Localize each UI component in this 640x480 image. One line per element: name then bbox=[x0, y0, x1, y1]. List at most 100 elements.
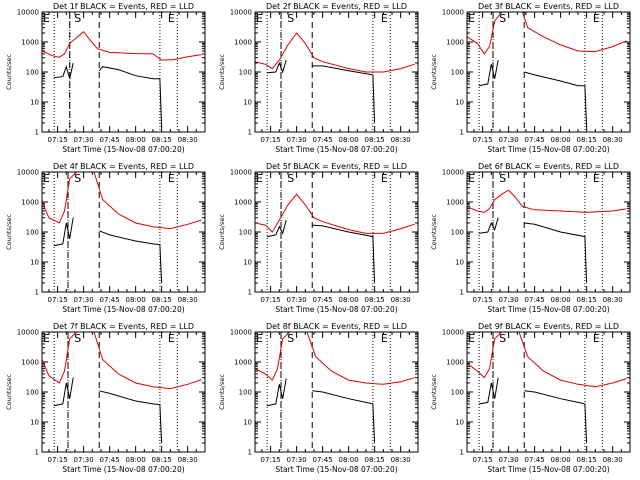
y-tick-label: 1 bbox=[35, 289, 39, 297]
time-marker-label: E bbox=[593, 12, 600, 25]
x-tick-label: 07:45 bbox=[313, 296, 333, 304]
x-tick-label: 07:45 bbox=[313, 456, 333, 464]
y-tick-label: 1 bbox=[460, 129, 464, 137]
lld-series-line bbox=[42, 30, 202, 61]
x-tick-label: 08:30 bbox=[178, 296, 198, 304]
x-tick-label: 08:00 bbox=[339, 136, 359, 144]
lld-series-line bbox=[255, 332, 415, 385]
x-tick-label: 07:45 bbox=[100, 456, 120, 464]
x-tick-label: 07:15 bbox=[261, 456, 281, 464]
y-axis-label: Counts/sec bbox=[5, 374, 13, 410]
panel-title: Det 3f BLACK = Events, RED = LLD bbox=[478, 2, 619, 11]
panel-8: Det 8f BLACK = Events, RED = LLD Counts/s… bbox=[218, 322, 419, 474]
plot-frame bbox=[466, 11, 631, 133]
lld-series-line bbox=[255, 32, 415, 73]
x-tick-label: 07:45 bbox=[525, 136, 545, 144]
y-tick-label: 10 bbox=[243, 259, 252, 267]
y-tick-label: 100 bbox=[239, 229, 252, 237]
y-axis-label: Counts/sec bbox=[5, 54, 13, 90]
y-tick-label: 1 bbox=[248, 129, 252, 137]
x-tick-label: 07:45 bbox=[313, 136, 333, 144]
plot-frame bbox=[41, 171, 206, 293]
x-tick-label: 08:30 bbox=[603, 136, 623, 144]
lld-series-line bbox=[42, 332, 202, 390]
x-tick-label: 08:30 bbox=[391, 136, 411, 144]
x-tick-label: 07:30 bbox=[287, 296, 307, 304]
y-axis-label: Counts/sec bbox=[430, 54, 438, 90]
time-marker-label: S bbox=[499, 172, 506, 185]
x-tick-label: 08:30 bbox=[603, 296, 623, 304]
x-axis-label: Start Time (15-Nov-08 07:00:20) bbox=[62, 305, 184, 314]
y-tick-label: 10 bbox=[455, 259, 464, 267]
y-tick-label: 10000 bbox=[17, 169, 39, 177]
x-tick-label: 07:45 bbox=[100, 296, 120, 304]
y-tick-label: 1000 bbox=[446, 359, 464, 367]
y-tick-label: 100 bbox=[451, 229, 464, 237]
x-tick-label: 07:45 bbox=[100, 136, 120, 144]
y-tick-label: 10000 bbox=[230, 9, 252, 17]
time-marker-label: E bbox=[381, 12, 388, 25]
panel-6: Det 6f BLACK = Events, RED = LLD Counts/s… bbox=[430, 162, 631, 314]
x-tick-label: 08:15 bbox=[577, 456, 597, 464]
y-tick-label: 10000 bbox=[230, 169, 252, 177]
time-marker-label: E bbox=[593, 332, 600, 345]
events-series-line bbox=[478, 60, 588, 127]
x-tick-label: 08:15 bbox=[152, 136, 172, 144]
y-axis-label: Counts/sec bbox=[5, 214, 13, 250]
time-marker-label: E bbox=[256, 172, 263, 185]
x-tick-label: 07:15 bbox=[473, 136, 493, 144]
time-marker-label: S bbox=[499, 12, 506, 25]
plot-frame bbox=[466, 331, 631, 453]
y-tick-label: 1 bbox=[460, 289, 464, 297]
y-tick-label: 1 bbox=[35, 449, 39, 457]
y-tick-label: 10000 bbox=[17, 329, 39, 337]
time-marker-label: E bbox=[43, 332, 50, 345]
time-marker-label: S bbox=[74, 12, 81, 25]
lld-series-line bbox=[467, 12, 627, 55]
panel-7: Det 7f BLACK = Events, RED = LLD Counts/s… bbox=[5, 322, 206, 474]
events-series-line bbox=[266, 378, 376, 444]
y-tick-label: 10000 bbox=[442, 329, 464, 337]
x-tick-label: 07:15 bbox=[48, 296, 68, 304]
x-tick-label: 08:30 bbox=[603, 456, 623, 464]
time-marker-label: S bbox=[287, 12, 294, 25]
plot-frame bbox=[41, 11, 206, 133]
x-tick-label: 08:00 bbox=[126, 296, 146, 304]
y-tick-label: 1 bbox=[248, 289, 252, 297]
time-marker-label: E bbox=[168, 172, 175, 185]
y-tick-label: 10 bbox=[243, 419, 252, 427]
y-tick-label: 10 bbox=[30, 99, 39, 107]
y-tick-label: 10000 bbox=[442, 9, 464, 17]
x-tick-label: 07:15 bbox=[261, 296, 281, 304]
y-tick-label: 100 bbox=[26, 389, 39, 397]
y-tick-label: 1 bbox=[35, 129, 39, 137]
x-tick-label: 07:30 bbox=[499, 296, 519, 304]
events-series-line bbox=[53, 377, 163, 444]
y-tick-label: 10 bbox=[30, 259, 39, 267]
panel-title: Det 4f BLACK = Events, RED = LLD bbox=[53, 162, 194, 171]
time-marker-label: E bbox=[381, 172, 388, 185]
x-tick-label: 08:15 bbox=[577, 296, 597, 304]
plot-frame bbox=[254, 331, 419, 453]
y-tick-label: 1 bbox=[460, 449, 464, 457]
x-tick-label: 07:45 bbox=[525, 456, 545, 464]
lld-series-line bbox=[255, 193, 415, 234]
time-marker-label: E bbox=[168, 12, 175, 25]
panel-title: Det 7f BLACK = Events, RED = LLD bbox=[53, 322, 194, 331]
x-tick-label: 08:30 bbox=[391, 456, 411, 464]
time-marker-label: E bbox=[43, 12, 50, 25]
x-tick-label: 07:30 bbox=[74, 136, 94, 144]
time-marker-label: E bbox=[381, 332, 388, 345]
panel-9: Det 9f BLACK = Events, RED = LLD Counts/s… bbox=[430, 322, 631, 474]
y-tick-label: 10000 bbox=[230, 329, 252, 337]
panel-title: Det 2f BLACK = Events, RED = LLD bbox=[266, 2, 407, 11]
time-marker-label: S bbox=[74, 332, 81, 345]
x-axis-label: Start Time (15-Nov-08 07:00:20) bbox=[62, 465, 184, 474]
plot-frame bbox=[254, 171, 419, 293]
plot-frame bbox=[41, 331, 206, 453]
x-tick-label: 07:30 bbox=[499, 456, 519, 464]
lld-series-line bbox=[467, 332, 627, 388]
panel-4: Det 4f BLACK = Events, RED = LLD Counts/s… bbox=[5, 162, 206, 314]
x-axis-label: Start Time (15-Nov-08 07:00:20) bbox=[487, 465, 609, 474]
